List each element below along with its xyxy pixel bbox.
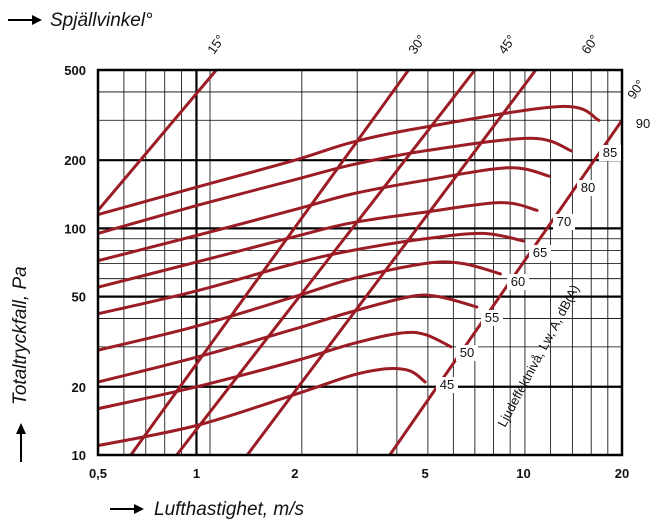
dba-curve-50 [98, 330, 453, 411]
dba-curve-90 [98, 104, 601, 217]
angle-label: 90° [624, 77, 648, 102]
y-tick-label: 500 [64, 63, 86, 78]
chart-title: Spjällvinkel° [50, 10, 153, 31]
dba-label-bg [632, 116, 654, 132]
x-tick-label: 0,5 [89, 466, 107, 481]
dba-label: 80 [581, 180, 595, 195]
x-tick-label: 2 [291, 466, 298, 481]
dba-curve-80 [98, 166, 551, 263]
dba-curve-60 [98, 260, 502, 352]
x-tick-label: 5 [421, 466, 428, 481]
dba-curve-45 [98, 367, 427, 448]
y-axis-label: Totaltryckfall, Pa [10, 266, 31, 405]
y-tick-label: 50 [72, 290, 86, 305]
dba-label: 70 [557, 214, 571, 229]
sound-level-label: Ljudeffektnivå, Lw, A, dB(A) [494, 282, 582, 429]
dba-label-bg [507, 274, 529, 290]
dba-label-bg [553, 214, 575, 230]
dba-label: 55 [485, 310, 499, 325]
grid [98, 70, 622, 455]
x-tick-label: 20 [615, 466, 629, 481]
dba-label: 85 [603, 145, 617, 160]
dba-curve-65 [98, 231, 525, 316]
dba-label-bg [599, 145, 621, 161]
dba-label: 90 [636, 116, 650, 131]
curves [98, 70, 622, 455]
angle-label: 60° [578, 32, 602, 57]
x-tick-label: 1 [193, 466, 200, 481]
dba-label: 60 [511, 274, 525, 289]
dba-curve-85 [98, 136, 573, 235]
y-tick-label: 10 [72, 448, 86, 463]
dba-label: 50 [460, 345, 474, 360]
dba-curve-55 [98, 293, 479, 384]
x-axis-label: Lufthastighet, m/s [154, 499, 304, 520]
dba-label-bg [456, 345, 478, 361]
angle-label: 15° [204, 32, 228, 57]
angle-label: 45° [495, 32, 519, 57]
angle-line-60 [246, 70, 537, 455]
dba-curve-70 [98, 201, 539, 289]
dba-label-bg [577, 180, 599, 196]
angle-line-15 [98, 70, 218, 212]
angle-line-30 [129, 70, 410, 455]
dba-label: 45 [440, 377, 454, 392]
labels: 0,5 1 2 5 10 20 10 20 50 100 200 500 15° 30° 45° 60° 90°… [64, 32, 654, 481]
y-tick-label: 100 [64, 221, 86, 236]
dba-label-bg [529, 245, 551, 261]
x-axis-arrow [110, 504, 144, 514]
dba-label-bg [436, 377, 458, 393]
x-tick-label: 10 [516, 466, 530, 481]
y-tick-label: 20 [72, 380, 86, 395]
dba-label: 65 [533, 245, 547, 260]
angle-line-45 [175, 70, 477, 455]
title-arrow [8, 15, 42, 25]
angle-line-90 [388, 119, 622, 455]
dba-label-bg [481, 310, 503, 326]
plot-frame [96, 68, 624, 457]
y-tick-label: 200 [64, 153, 86, 168]
angle-label: 30° [405, 32, 429, 57]
y-axis-arrow [16, 423, 26, 462]
